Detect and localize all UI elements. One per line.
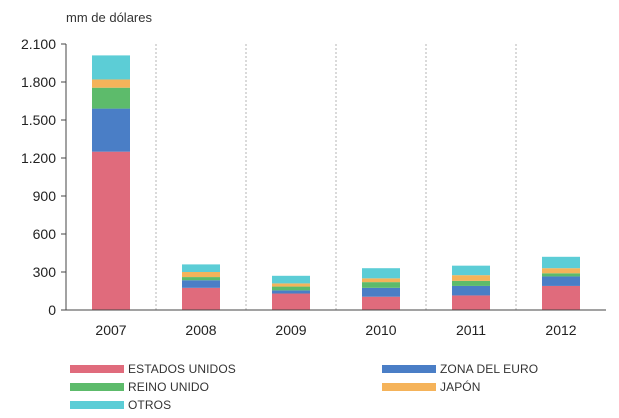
bar-segment (272, 290, 310, 294)
bar-segment (452, 285, 490, 296)
x-tick-label: 2011 (456, 322, 486, 338)
bar-segment (542, 256, 580, 269)
bars (92, 55, 580, 310)
y-tick-label: 2.100 (21, 36, 56, 52)
bar-segment (272, 283, 310, 287)
grid-lines (155, 44, 517, 310)
bar-segment (182, 277, 220, 281)
axes (61, 43, 606, 311)
bar-segment (452, 275, 490, 281)
bar-segment (362, 278, 400, 283)
x-tick-label: 2010 (365, 322, 396, 338)
bar-segment (272, 286, 310, 291)
x-tick-label: 2012 (545, 322, 576, 338)
bar-segment (362, 296, 400, 310)
y-tick-labels: 0 300 600 900 1.200 1.500 1.800 2.100 (21, 36, 56, 318)
y-tick-label: 300 (33, 264, 57, 280)
bar-segment (542, 276, 580, 286)
bar-segment (182, 272, 220, 278)
bar-segment (452, 265, 490, 276)
y-tick-label: 1.800 (21, 74, 56, 90)
bar-segment (182, 287, 220, 310)
bar-segment (452, 280, 490, 286)
bar-segment (542, 285, 580, 310)
bar-segment (362, 268, 400, 279)
bar-segment (182, 264, 220, 272)
y-tick-label: 1.200 (21, 150, 56, 166)
bar-segment (362, 287, 400, 297)
x-tick-label: 2009 (275, 322, 306, 338)
bar-segment (272, 275, 310, 284)
bar-segment (92, 87, 130, 109)
bar-segment (362, 282, 400, 288)
bar-segment (452, 295, 490, 310)
y-tick-label: 900 (33, 188, 57, 204)
unit-label: mm de dólares (66, 10, 152, 25)
bar-segment (92, 55, 130, 80)
bar-segment (272, 293, 310, 310)
bar-segment (182, 280, 220, 288)
x-tick-label: 2008 (185, 322, 216, 338)
bar-segment (92, 108, 130, 152)
y-tick-label: 600 (33, 226, 57, 242)
bar-segment (92, 151, 130, 310)
bar-segment (542, 268, 580, 274)
x-tick-label: 2007 (95, 322, 126, 338)
x-tick-labels: 2007 2008 2009 2010 2011 2012 (95, 322, 576, 338)
bar-segment (542, 273, 580, 277)
y-tick-label: 0 (48, 302, 56, 318)
bar-segment (92, 79, 130, 88)
y-tick-label: 1.500 (21, 112, 56, 128)
